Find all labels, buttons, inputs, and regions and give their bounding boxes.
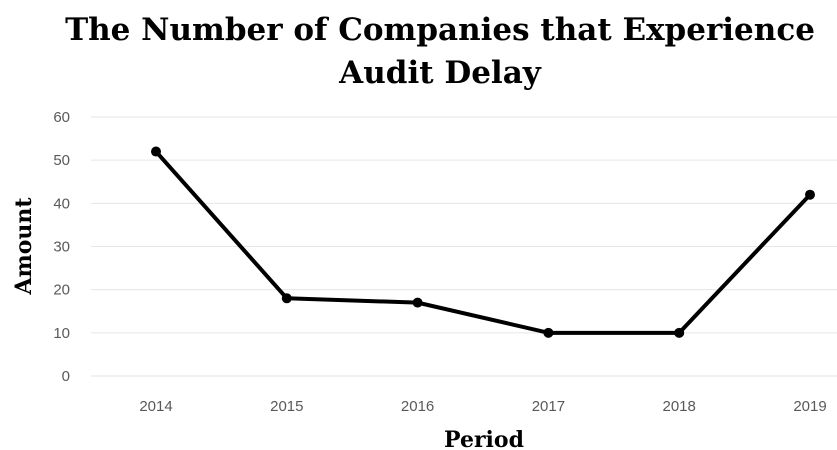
x-axis-title: Period (444, 427, 524, 450)
y-axis-title: Amount (11, 197, 37, 296)
data-point-2015 (281, 293, 292, 304)
chart-title-line-1: The Number of Companies that Experience (65, 12, 815, 48)
data-point-2017 (543, 327, 554, 338)
x-tick-label: 2019 (793, 398, 826, 415)
y-tick-label: 50 (53, 152, 70, 169)
y-tick-label: 0 (62, 368, 70, 385)
data-point-2018 (674, 327, 685, 338)
data-point-2014 (151, 146, 161, 157)
x-tick-label: 2016 (401, 398, 434, 415)
data-point-2019 (805, 189, 815, 200)
y-tick-label: 30 (53, 239, 70, 256)
x-tick-label: 2014 (139, 398, 172, 415)
series-line (154, 149, 812, 335)
y-axis-ticks: 0 10 20 30 40 50 60 (53, 109, 70, 385)
x-tick-label: 2017 (532, 398, 565, 415)
data-point-2016 (412, 297, 423, 308)
series-layer (151, 146, 815, 338)
x-tick-label: 2015 (270, 398, 303, 415)
chart-title-line-2: Audit Delay (338, 55, 542, 91)
gridlines (91, 116, 837, 377)
y-tick-label: 60 (53, 109, 70, 126)
y-tick-label: 40 (53, 195, 70, 212)
x-tick-label: 2018 (663, 398, 696, 415)
y-tick-label: 10 (53, 325, 70, 342)
y-tick-label: 20 (53, 282, 70, 299)
x-axis-ticks: 2014 2015 2016 2017 2018 2019 (139, 398, 826, 415)
